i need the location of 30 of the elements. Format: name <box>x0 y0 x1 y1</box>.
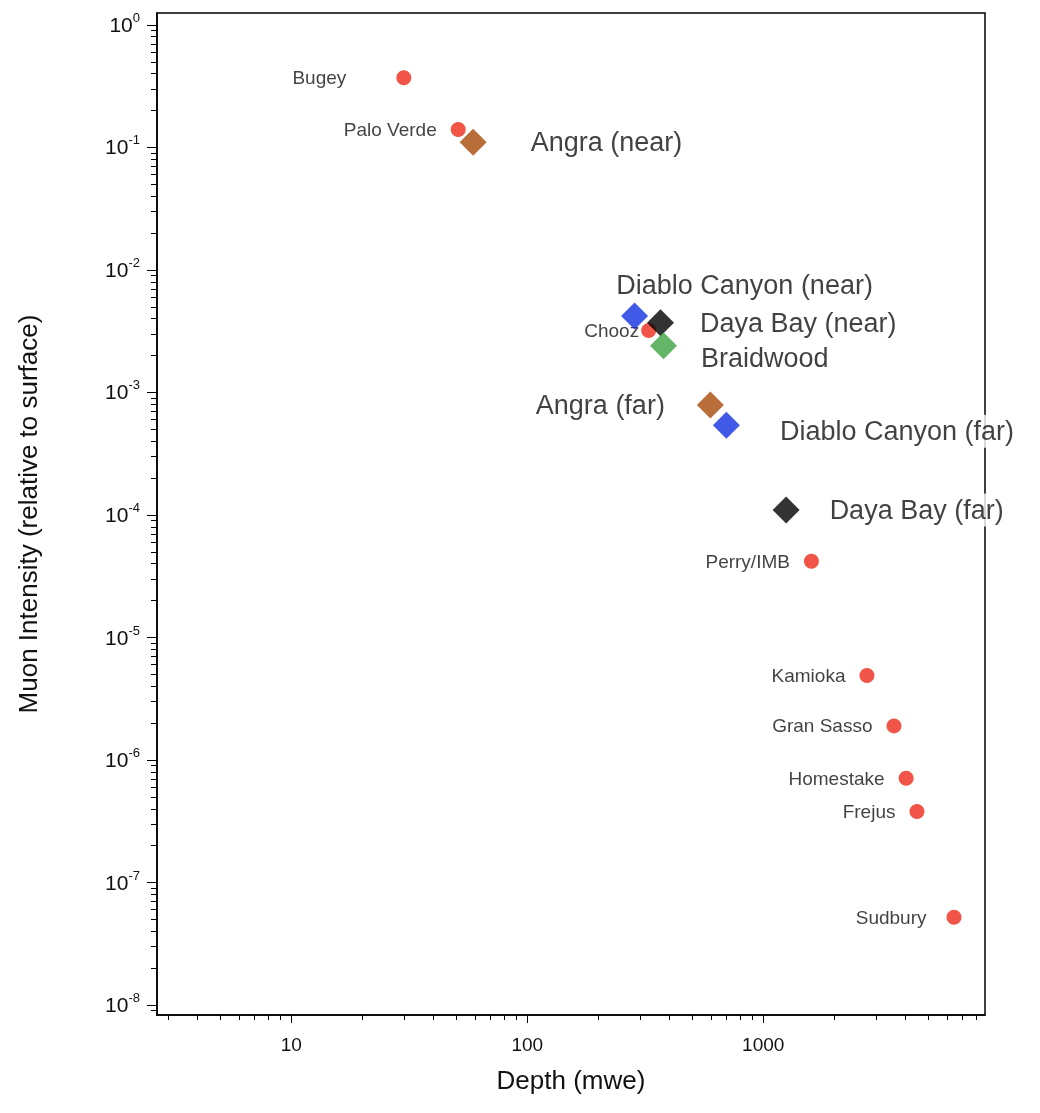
y-tick-label: 10$^{-2}$ <box>105 255 140 283</box>
y-tick-label: 10$^{-8}$ <box>105 990 140 1019</box>
y-tick-label: 10$^{-5}$ <box>105 622 140 651</box>
y-tick-label: 10$^{-4}$ <box>105 500 140 528</box>
series-label: Gran Sasso <box>772 715 873 737</box>
x-tick-label: 10 <box>280 1034 302 1055</box>
text: Bugey <box>292 67 347 89</box>
series-label: Angra (near) <box>530 127 683 158</box>
x-tick-label: 1000 <box>742 1034 785 1055</box>
y-tick-label: 10$^{-3}$ <box>105 377 140 406</box>
series-label: Sudbury <box>855 906 927 928</box>
series-label: Diablo Canyon (far) <box>779 416 1015 447</box>
series-label: Daya Bay (far) <box>829 494 1004 525</box>
series-label: Palo Verde <box>343 119 437 140</box>
y-axis-title: Muon Intensity (relative to surface) <box>13 314 43 714</box>
series-label: Angra (far) <box>535 390 665 420</box>
series-label: Diablo Canyon (near) <box>616 270 873 301</box>
y-tick-label: 10$^{-7}$ <box>105 867 140 896</box>
y-tick-label: 10$^{-1}$ <box>105 132 140 161</box>
x-tick-label: 100 <box>511 1034 544 1055</box>
series-label: Frejus <box>842 801 896 823</box>
series-label: Kamioka <box>771 664 846 686</box>
series-label: Braidwood <box>701 342 829 373</box>
y-tick-label: 10$^{0}$ <box>109 10 140 38</box>
series-label: Chooz <box>584 320 640 342</box>
x-axis-title: Depth (mwe) <box>496 1065 646 1095</box>
series-label: Perry/IMB <box>705 550 790 572</box>
series-label: Daya Bay (near) <box>700 307 897 338</box>
y-tick-label: 10$^{-6}$ <box>105 745 140 774</box>
series-label: Homestake <box>788 767 885 789</box>
